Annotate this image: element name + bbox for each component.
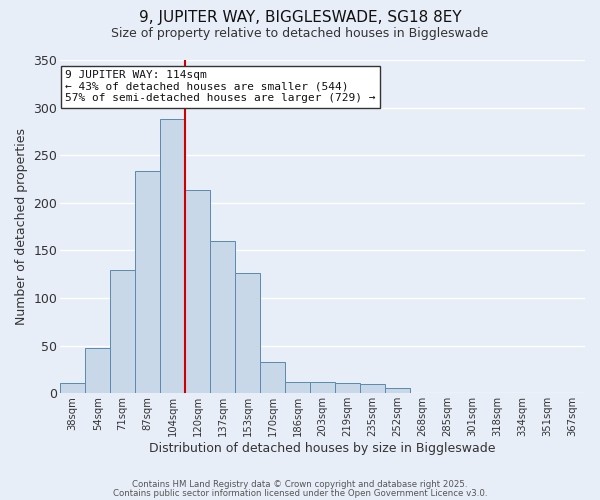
Text: 9 JUPITER WAY: 114sqm
← 43% of detached houses are smaller (544)
57% of semi-det: 9 JUPITER WAY: 114sqm ← 43% of detached … bbox=[65, 70, 376, 103]
Bar bbox=[160, 119, 185, 394]
Text: Contains public sector information licensed under the Open Government Licence v3: Contains public sector information licen… bbox=[113, 488, 487, 498]
Bar bbox=[360, 384, 385, 394]
Bar bbox=[85, 348, 110, 394]
Bar bbox=[60, 383, 85, 394]
Bar bbox=[110, 270, 135, 394]
X-axis label: Distribution of detached houses by size in Biggleswade: Distribution of detached houses by size … bbox=[149, 442, 496, 455]
Bar bbox=[235, 274, 260, 394]
Bar bbox=[385, 388, 410, 394]
Bar bbox=[285, 382, 310, 394]
Text: Contains HM Land Registry data © Crown copyright and database right 2025.: Contains HM Land Registry data © Crown c… bbox=[132, 480, 468, 489]
Y-axis label: Number of detached properties: Number of detached properties bbox=[15, 128, 28, 325]
Bar bbox=[335, 383, 360, 394]
Bar bbox=[210, 241, 235, 394]
Text: 9, JUPITER WAY, BIGGLESWADE, SG18 8EY: 9, JUPITER WAY, BIGGLESWADE, SG18 8EY bbox=[139, 10, 461, 25]
Bar bbox=[135, 172, 160, 394]
Bar bbox=[185, 190, 210, 394]
Text: Size of property relative to detached houses in Biggleswade: Size of property relative to detached ho… bbox=[112, 28, 488, 40]
Bar bbox=[260, 362, 285, 394]
Bar bbox=[310, 382, 335, 394]
